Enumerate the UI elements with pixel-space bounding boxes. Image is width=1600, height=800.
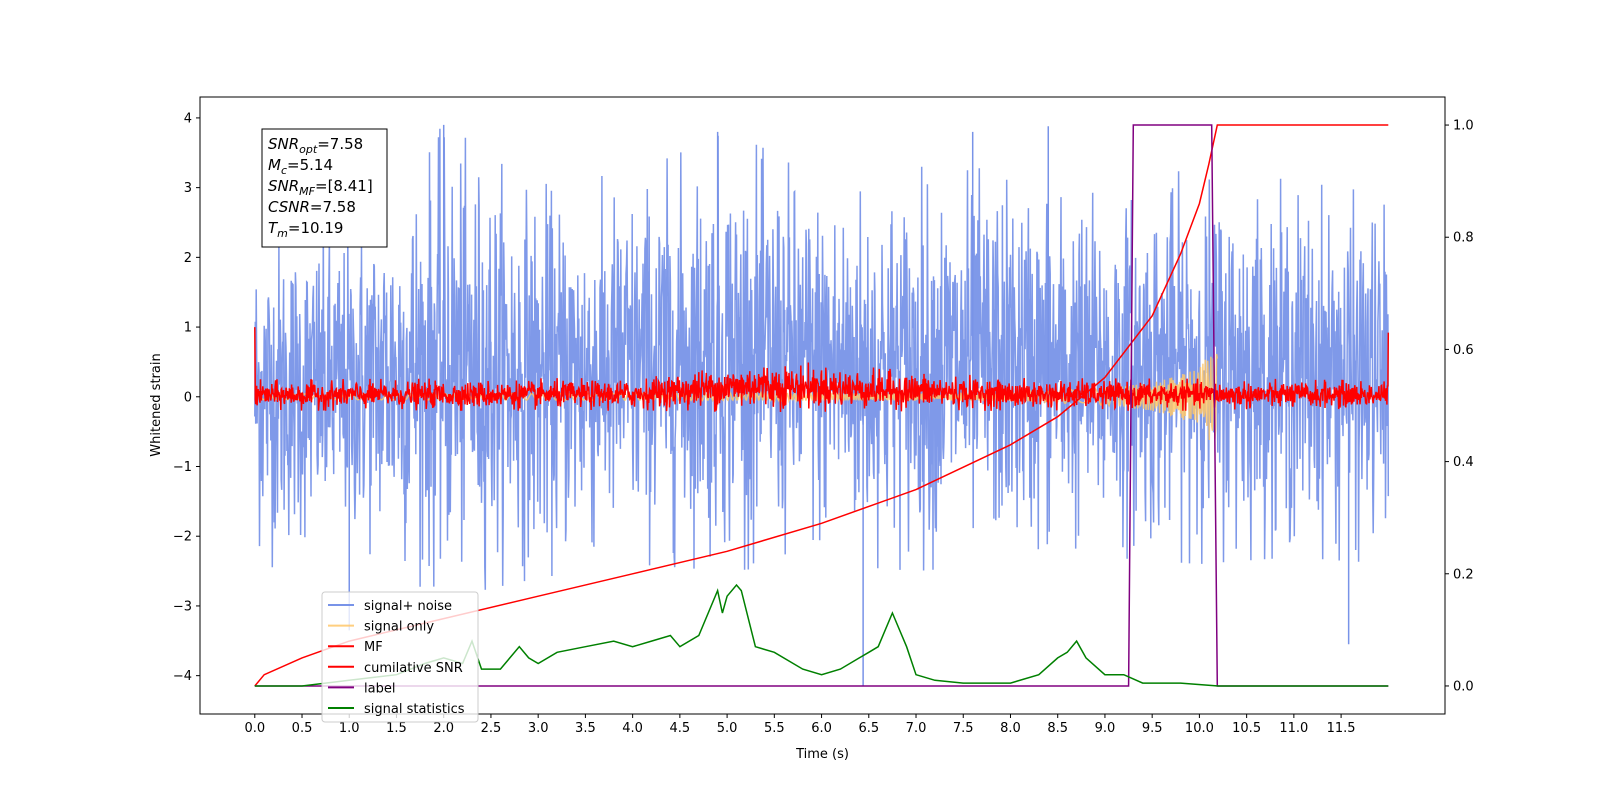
- x-tick-label: 10.0: [1185, 721, 1214, 736]
- legend-label: signal only: [364, 620, 434, 635]
- signal-noise-line: [254, 128, 1390, 590]
- x-tick-label: 8.0: [1000, 721, 1021, 736]
- x-tick-label: 9.0: [1095, 721, 1116, 736]
- x-tick-label: 1.0: [339, 721, 360, 736]
- y2-tick-label: 0.4: [1453, 455, 1474, 470]
- x-tick-label: 7.0: [906, 721, 927, 736]
- info-box-frame: [261, 128, 388, 248]
- legend-label: signal statistics: [364, 702, 465, 717]
- x-tick-label: 2.0: [433, 721, 454, 736]
- x-tick-label: 7.5: [953, 721, 974, 736]
- y2-tick-label: 0.8: [1453, 231, 1474, 246]
- y-axis-label: Whitened strain: [149, 353, 164, 456]
- y-tick-label: −3: [173, 599, 192, 614]
- x-tick-label: 1.5: [386, 721, 407, 736]
- mf-line: [254, 327, 1390, 413]
- y-tick-label: 0: [184, 390, 192, 405]
- x-tick-label: 5.0: [717, 721, 738, 736]
- legend-frame: [321, 591, 479, 723]
- y-tick-label: −4: [173, 669, 192, 684]
- legend-label: signal+ noise: [364, 599, 452, 614]
- x-tick-label: 8.5: [1047, 721, 1068, 736]
- x-tick-label: 11.0: [1279, 721, 1308, 736]
- x-tick-label: 4.5: [670, 721, 691, 736]
- x-tick-label: 5.5: [764, 721, 785, 736]
- x-tick-label: 0.5: [292, 721, 313, 736]
- legend: signal+ noise signal only MF cumilative SNR…: [321, 591, 479, 723]
- x-tick-label: 6.0: [811, 721, 832, 736]
- y2-tick-label: 1.0: [1453, 119, 1474, 134]
- y-tick-label: 2: [184, 251, 192, 266]
- x-tick-label: 3.0: [528, 721, 549, 736]
- axes-layer: 0.0 0.5 1.0 1.5 2.0 2.5 3.0 3.5 4.0 4.5 5.0 5.5 6.0 6…: [149, 96, 1474, 762]
- x-tick-label: 9.5: [1142, 721, 1163, 736]
- mf-series-layer: [254, 327, 1390, 413]
- legend-label: MF: [364, 640, 383, 655]
- x-tick-label: 10.5: [1232, 721, 1261, 736]
- y2-tick-label: 0.0: [1453, 679, 1474, 694]
- x-tick-label: 6.5: [858, 721, 879, 736]
- x-tick-label: 11.5: [1327, 721, 1356, 736]
- x-tick-label: 2.5: [481, 721, 502, 736]
- signal-statistics-line: [254, 583, 1389, 687]
- legend-label: label: [364, 681, 395, 696]
- info-box-line: SNRMF=[8.41]: [268, 177, 373, 198]
- y-tick-label: −2: [173, 530, 192, 545]
- noise-series-layer: [254, 124, 1390, 687]
- legend-label: cumilative SNR: [364, 661, 463, 676]
- x-tick-label: 3.5: [575, 721, 596, 736]
- info-box-line: Mc=5.14: [268, 156, 333, 177]
- y-tick-label: 1: [184, 321, 192, 336]
- info-box-line: SNRopt=7.58: [268, 135, 363, 156]
- y-tick-label: 4: [184, 111, 192, 126]
- x-axis-label: Time (s): [795, 747, 849, 762]
- info-box-line: Tm=10.19: [268, 219, 343, 240]
- x-tick-label: 4.0: [622, 721, 643, 736]
- y-tick-label: 3: [184, 181, 192, 196]
- plot-frame: [199, 96, 1446, 715]
- y-tick-label: −1: [173, 460, 192, 475]
- x-tick-label: 0.0: [244, 721, 265, 736]
- y2-tick-label: 0.2: [1453, 567, 1474, 582]
- y2-tick-label: 0.6: [1453, 343, 1474, 358]
- info-box-line: CSNR=7.58: [268, 198, 356, 216]
